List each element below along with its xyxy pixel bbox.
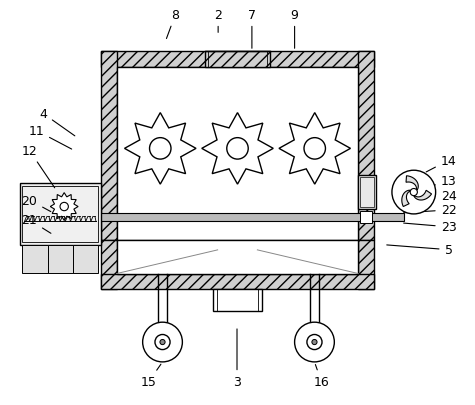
Text: 13: 13 xyxy=(431,174,456,187)
Text: 5: 5 xyxy=(387,243,453,256)
Circle shape xyxy=(392,171,436,214)
Polygon shape xyxy=(402,191,411,207)
Polygon shape xyxy=(414,191,432,200)
Text: 14: 14 xyxy=(426,154,456,173)
Bar xyxy=(101,52,374,68)
Bar xyxy=(101,274,374,290)
Circle shape xyxy=(60,203,68,211)
Text: 2: 2 xyxy=(214,9,222,33)
Polygon shape xyxy=(50,193,78,221)
Polygon shape xyxy=(124,113,196,185)
Text: 11: 11 xyxy=(28,125,72,150)
Circle shape xyxy=(150,138,171,160)
Bar xyxy=(360,178,374,207)
Text: 7: 7 xyxy=(248,9,256,49)
Circle shape xyxy=(307,335,322,350)
Polygon shape xyxy=(202,113,273,185)
Bar xyxy=(358,176,376,209)
Bar xyxy=(358,52,374,240)
Bar xyxy=(101,52,117,240)
Circle shape xyxy=(312,340,317,345)
Bar xyxy=(22,187,98,242)
Text: 3: 3 xyxy=(233,329,241,388)
Bar xyxy=(22,213,404,221)
Bar xyxy=(217,290,258,311)
Text: 12: 12 xyxy=(21,145,55,188)
Text: 22: 22 xyxy=(404,204,456,217)
Bar xyxy=(117,68,358,240)
Circle shape xyxy=(160,340,165,345)
Circle shape xyxy=(304,138,325,160)
Bar xyxy=(73,245,98,273)
Bar xyxy=(360,211,372,223)
Circle shape xyxy=(155,335,170,350)
Text: 24: 24 xyxy=(404,189,456,202)
Polygon shape xyxy=(279,113,351,185)
Circle shape xyxy=(142,322,182,362)
Bar xyxy=(101,240,117,290)
Text: 16: 16 xyxy=(314,364,329,388)
Circle shape xyxy=(410,189,418,196)
Text: 23: 23 xyxy=(404,221,456,234)
Bar xyxy=(213,290,262,311)
Text: 15: 15 xyxy=(141,364,161,388)
Bar xyxy=(48,245,73,273)
Bar xyxy=(205,52,270,68)
Circle shape xyxy=(294,322,334,362)
Bar xyxy=(117,240,358,274)
Bar xyxy=(19,184,101,245)
Circle shape xyxy=(227,138,248,160)
Text: 21: 21 xyxy=(21,214,51,234)
Polygon shape xyxy=(406,176,418,191)
Bar xyxy=(358,240,374,290)
Text: 20: 20 xyxy=(21,194,51,212)
Bar xyxy=(22,245,48,273)
Text: 4: 4 xyxy=(39,108,75,136)
Text: 9: 9 xyxy=(291,9,299,49)
Text: 8: 8 xyxy=(166,9,180,39)
